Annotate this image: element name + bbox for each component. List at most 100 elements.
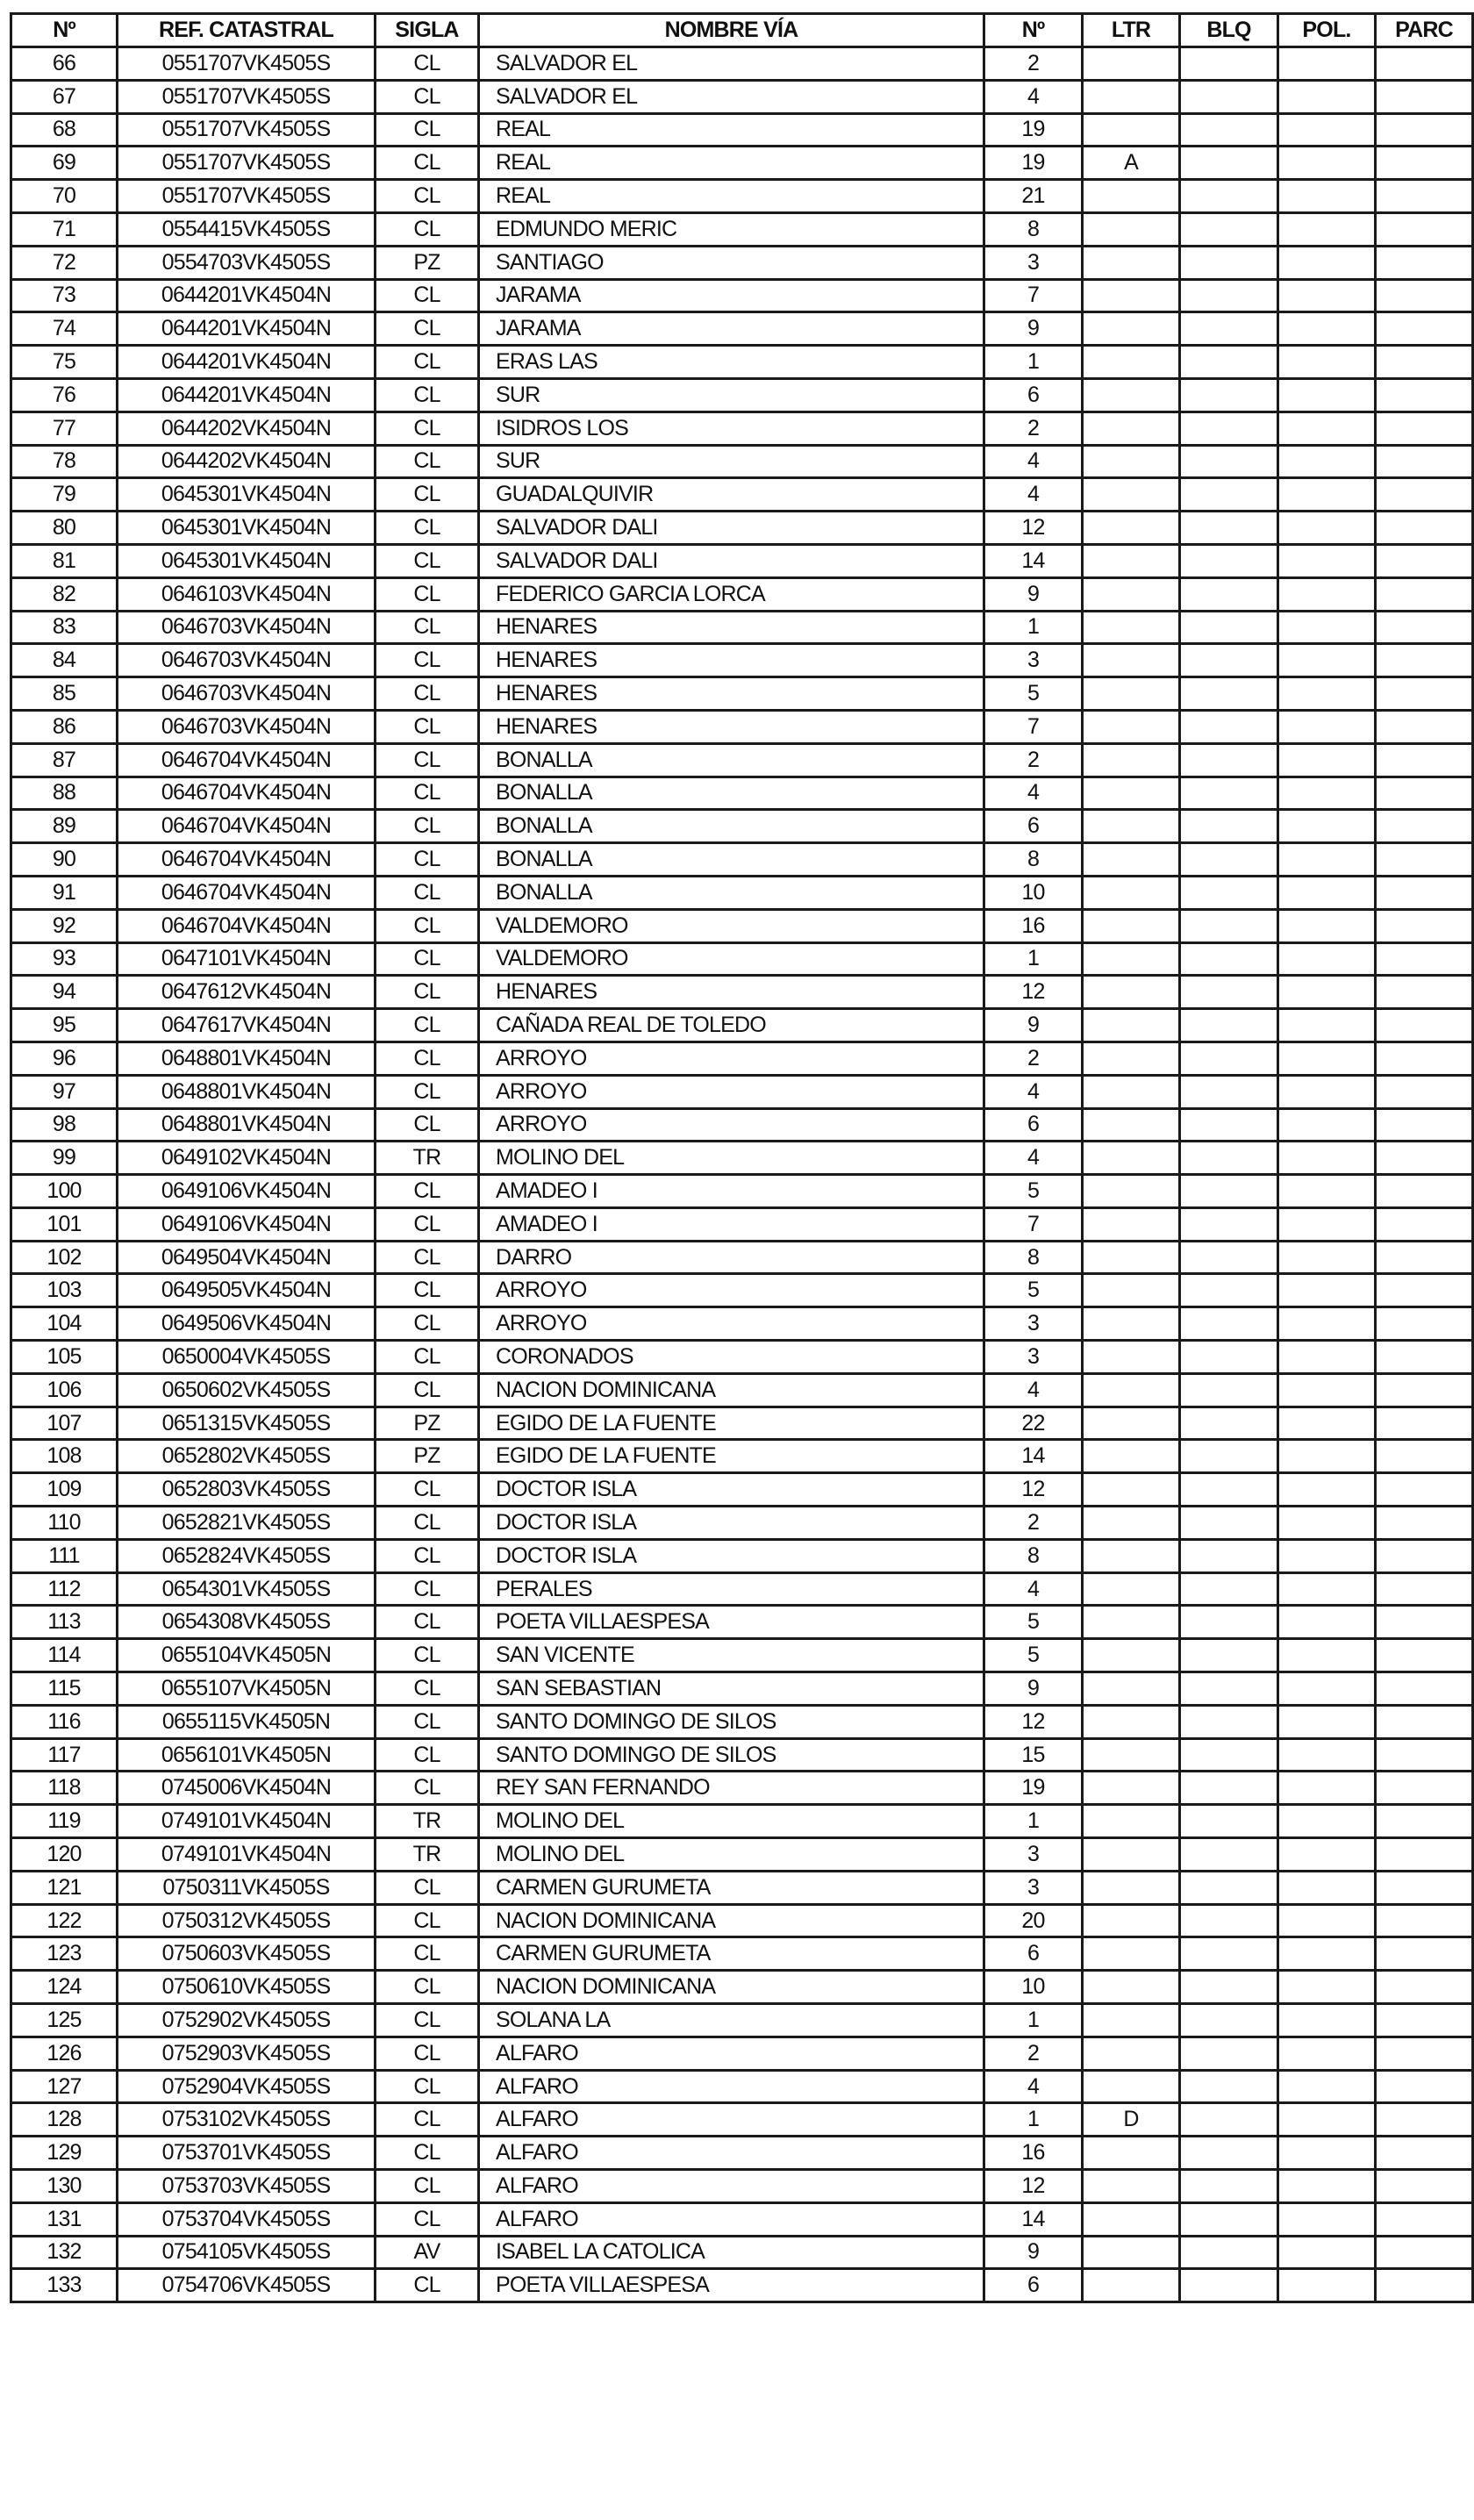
cell-ltr: [1081, 542, 1181, 579]
cell-sigla: CL: [374, 476, 480, 513]
cell-ref-catastral: 0649504VK4504N: [116, 1239, 376, 1276]
cell-sigla: CL: [374, 1505, 480, 1541]
cell-row-number: 122: [10, 1902, 118, 1939]
cell-row-number: 124: [10, 1969, 118, 2006]
cell-row-number: 97: [10, 1073, 118, 1110]
cell-street-number: 12: [983, 974, 1084, 1011]
cell-parc: [1374, 708, 1474, 745]
cell-ltr: [1081, 376, 1181, 413]
cell-street-number: 1: [983, 2101, 1084, 2138]
cell-ref-catastral: 0753704VK4505S: [116, 2201, 376, 2237]
cell-ref-catastral: 0551707VK4505S: [116, 178, 376, 214]
cell-street-number: 4: [983, 775, 1084, 812]
cell-pol: [1277, 1671, 1377, 1707]
cell-ref-catastral: 0646704VK4504N: [116, 775, 376, 812]
cell-ltr: [1081, 642, 1181, 679]
cell-street-number: 12: [983, 2168, 1084, 2204]
cell-sigla: CL: [374, 211, 480, 247]
cell-sigla: CL: [374, 311, 480, 347]
cell-pol: [1277, 178, 1377, 214]
cell-ltr: [1081, 1106, 1181, 1143]
cell-parc: [1374, 1969, 1474, 2006]
cell-pol: [1277, 708, 1377, 745]
cell-ref-catastral: 0646703VK4504N: [116, 609, 376, 646]
cell-sigla: CL: [374, 178, 480, 214]
cell-ltr: [1081, 1206, 1181, 1242]
cell-row-number: 69: [10, 145, 118, 182]
cell-ltr: [1081, 1505, 1181, 1541]
cell-parc: [1374, 443, 1474, 480]
cell-blq: [1178, 1471, 1279, 1508]
cell-nombre-via: ALFARO: [477, 2135, 985, 2171]
cell-sigla: CL: [374, 974, 480, 1011]
cell-ltr: [1081, 1306, 1181, 1342]
cell-ref-catastral: 0647612VK4504N: [116, 974, 376, 1011]
cell-row-number: 84: [10, 642, 118, 679]
cell-nombre-via: GUADALQUIVIR: [477, 476, 985, 513]
cell-blq: [1178, 2035, 1279, 2072]
cell-pol: [1277, 2234, 1377, 2271]
cell-parc: [1374, 2201, 1474, 2237]
cell-sigla: CL: [374, 2201, 480, 2237]
cell-ltr: [1081, 741, 1181, 778]
cell-blq: [1178, 1073, 1279, 1110]
cell-blq: [1178, 1007, 1279, 1043]
cell-ref-catastral: 0750311VK4505S: [116, 1869, 376, 1906]
cell-pol: [1277, 211, 1377, 247]
cell-row-number: 75: [10, 344, 118, 380]
table-row: 104 0649506VK4504N CL ARROYO 3: [10, 1306, 1474, 1342]
table-row: 125 0752902VK4505S CL SOLANA LA 1: [10, 2002, 1474, 2038]
cell-row-number: 79: [10, 476, 118, 513]
table-row: 78 0644202VK4504N CL SUR 4: [10, 443, 1474, 480]
cell-nombre-via: BONALLA: [477, 741, 985, 778]
cell-blq: [1178, 841, 1279, 877]
cell-nombre-via: DARRO: [477, 1239, 985, 1276]
cell-ltr: [1081, 1239, 1181, 1276]
cell-blq: [1178, 2135, 1279, 2171]
cell-ltr: [1081, 775, 1181, 812]
table-row: 129 0753701VK4505S CL ALFARO 16: [10, 2135, 1474, 2171]
cell-ref-catastral: 0655104VK4505N: [116, 1637, 376, 1674]
cell-pol: [1277, 874, 1377, 911]
cell-sigla: CL: [374, 1537, 480, 1574]
cell-blq: [1178, 2168, 1279, 2204]
cell-street-number: 7: [983, 277, 1084, 314]
cell-row-number: 82: [10, 576, 118, 612]
cell-sigla: CL: [374, 1106, 480, 1143]
cell-sigla: CL: [374, 410, 480, 447]
cell-row-number: 102: [10, 1239, 118, 1276]
cell-nombre-via: SANTO DOMINGO DE SILOS: [477, 1703, 985, 1740]
table-row: 99 0649102VK4504N TR MOLINO DEL 4: [10, 1140, 1474, 1177]
table-row: 122 0750312VK4505S CL NACION DOMINICANA 20: [10, 1902, 1474, 1939]
table-row: 102 0649504VK4504N CL DARRO 8: [10, 1239, 1474, 1276]
cell-ref-catastral: 0649506VK4504N: [116, 1306, 376, 1342]
cell-pol: [1277, 1007, 1377, 1043]
cell-nombre-via: BONALLA: [477, 808, 985, 845]
cell-sigla: CL: [374, 775, 480, 812]
cell-parc: [1374, 1936, 1474, 1972]
cell-ref-catastral: 0754105VK4505S: [116, 2234, 376, 2271]
cell-row-number: 94: [10, 974, 118, 1011]
cell-ref-catastral: 0554703VK4505S: [116, 244, 376, 281]
cell-sigla: CL: [374, 443, 480, 480]
cell-ref-catastral: 0652802VK4505S: [116, 1438, 376, 1475]
cell-ltr: D: [1081, 2101, 1181, 2138]
cell-ref-catastral: 0551707VK4505S: [116, 111, 376, 148]
cell-parc: [1374, 1007, 1474, 1043]
cell-row-number: 98: [10, 1106, 118, 1143]
cell-ref-catastral: 0648801VK4504N: [116, 1073, 376, 1110]
cell-blq: [1178, 1671, 1279, 1707]
cell-pol: [1277, 1272, 1377, 1309]
cell-street-number: 14: [983, 1438, 1084, 1475]
cell-parc: [1374, 1173, 1474, 1209]
cell-sigla: CL: [374, 111, 480, 148]
cell-nombre-via: NACION DOMINICANA: [477, 1969, 985, 2006]
cell-nombre-via: JARAMA: [477, 277, 985, 314]
cell-nombre-via: CARMEN GURUMETA: [477, 1936, 985, 1972]
cell-ref-catastral: 0656101VK4505N: [116, 1736, 376, 1773]
cell-ltr: [1081, 1405, 1181, 1442]
cell-ltr: [1081, 808, 1181, 845]
cell-pol: [1277, 1637, 1377, 1674]
cell-parc: [1374, 542, 1474, 579]
cell-street-number: 4: [983, 2068, 1084, 2105]
